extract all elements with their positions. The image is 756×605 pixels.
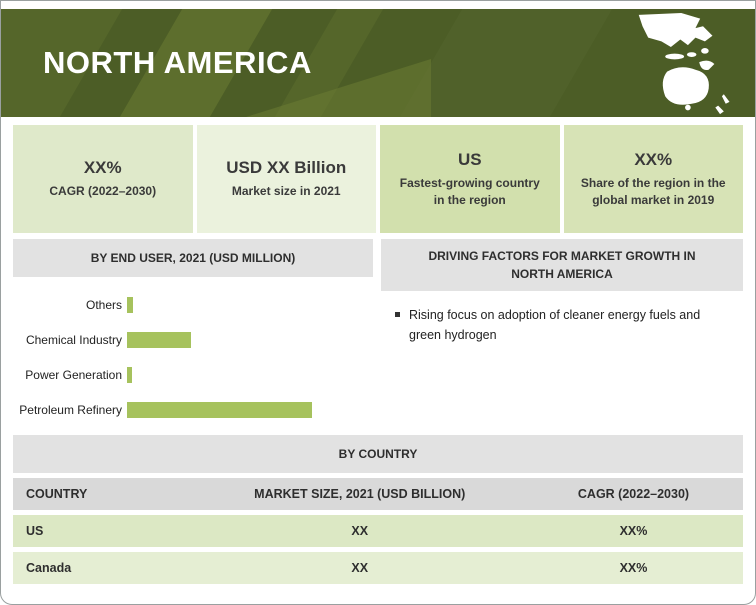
cell-market-size: XX — [351, 524, 369, 538]
bar-power-generation — [127, 366, 132, 383]
bullet-icon — [395, 312, 400, 317]
stat-label: CAGR (2022–2030) — [49, 184, 157, 199]
region-title: NORTH AMERICA — [43, 45, 312, 80]
driving-factors-column: DRIVING FACTORS FOR MARKET GROWTH IN NOR… — [381, 239, 743, 345]
by-country-header: BY COUNTRY — [13, 435, 743, 473]
bar-row-petroleum-refinery: Petroleum Refinery — [13, 392, 373, 427]
stat-cards-row: XX% CAGR (2022–2030) USD XX Billion Mark… — [13, 125, 743, 233]
asia-pacific-map-icon — [625, 13, 747, 117]
stat-card-global-share: XX% Share of the region in the global ma… — [563, 125, 743, 233]
bar-label: Chemical Industry — [25, 332, 122, 347]
end-user-header: BY END USER, 2021 (USD MILLION) — [13, 239, 373, 277]
stat-label: Share of the region in the global market… — [580, 176, 726, 207]
stat-value: XX% — [83, 158, 122, 178]
bar-row-others: Others — [13, 287, 373, 322]
stat-label: Market size in 2021 — [231, 184, 341, 199]
bar-petroleum-refinery — [127, 401, 312, 418]
cell-country: US — [26, 524, 44, 538]
table-header-row: COUNTRY MARKET SIZE, 2021 (USD BILLION) … — [13, 478, 743, 510]
stat-value: XX% — [634, 150, 673, 170]
stat-card-market-size: USD XX Billion Market size in 2021 — [196, 125, 376, 233]
bar-row-chemical-industry: Chemical Industry — [13, 322, 373, 357]
table-row-canada: Canada XX XX% — [13, 552, 743, 584]
column-header-market-size: MARKET SIZE, 2021 (USD BILLION) — [254, 487, 466, 501]
middle-section: BY END USER, 2021 (USD MILLION) Others C… — [13, 239, 743, 427]
bar-others — [127, 296, 133, 313]
bar-label: Petroleum Refinery — [19, 402, 122, 417]
bar-label: Power Generation — [25, 367, 122, 382]
column-header-country: COUNTRY — [26, 487, 88, 501]
table-row-us: US XX XX% — [13, 515, 743, 547]
end-user-bar-chart: Others Chemical Industry Power Generatio… — [13, 277, 373, 427]
stat-value: USD XX Billion — [226, 158, 347, 178]
end-user-column: BY END USER, 2021 (USD MILLION) Others C… — [13, 239, 373, 427]
column-header-cagr: CAGR (2022–2030) — [577, 487, 690, 501]
cell-market-size: XX — [351, 561, 369, 575]
driving-factors-header: DRIVING FACTORS FOR MARKET GROWTH IN NOR… — [381, 239, 743, 291]
stat-label: Fastest-growing country in the region — [399, 176, 540, 207]
cell-cagr: XX% — [619, 524, 648, 538]
bar-chemical-industry — [127, 331, 191, 348]
driving-factor-text: Rising focus on adoption of cleaner ener… — [409, 308, 701, 342]
driving-factor-item: Rising focus on adoption of cleaner ener… — [395, 305, 717, 345]
stat-card-fastest-country: US Fastest-growing country in the region — [380, 125, 560, 233]
cell-country: Canada — [26, 561, 72, 575]
driving-factors-list: Rising focus on adoption of cleaner ener… — [381, 305, 743, 345]
bar-row-power-generation: Power Generation — [13, 357, 373, 392]
stat-card-cagr: XX% CAGR (2022–2030) — [13, 125, 193, 233]
bar-label: Others — [85, 297, 122, 312]
by-country-section: BY COUNTRY COUNTRY MARKET SIZE, 2021 (US… — [13, 435, 743, 584]
stat-value: US — [457, 150, 482, 170]
cell-cagr: XX% — [619, 561, 648, 575]
banner: NORTH AMERICA — [1, 9, 755, 117]
